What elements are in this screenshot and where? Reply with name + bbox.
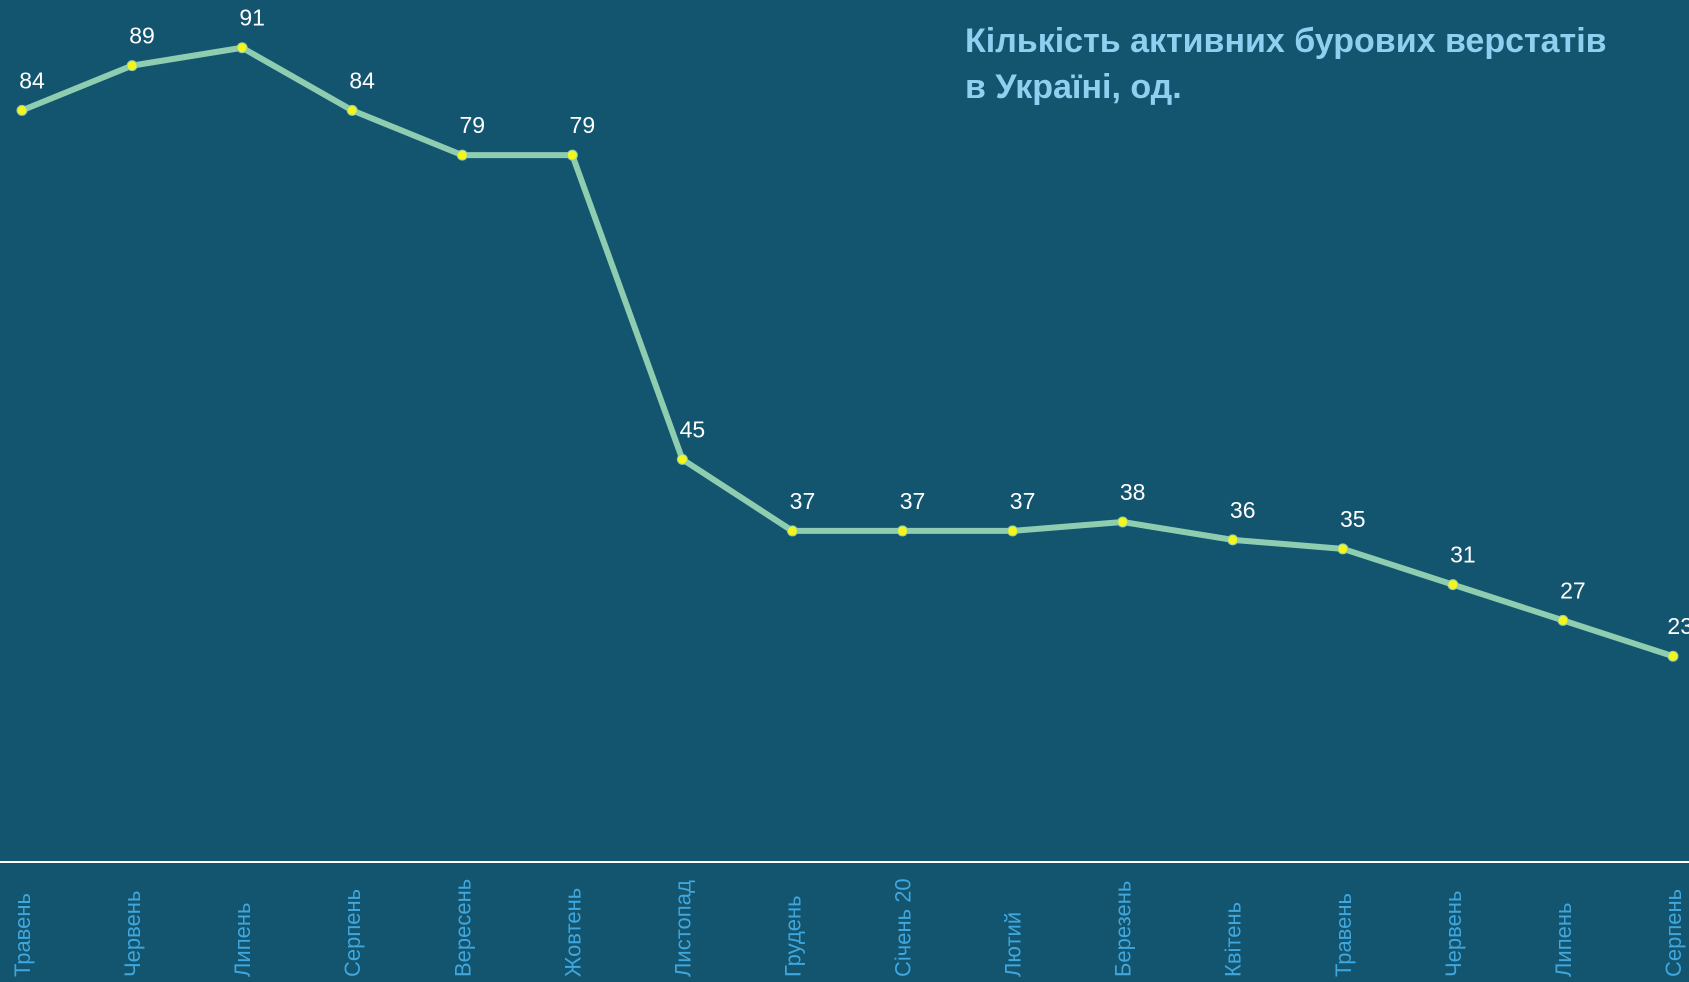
value-label: 89 [129,23,155,49]
marker [456,149,468,161]
x-tick-label: Червень [120,891,145,977]
x-tick-label: Жовтень [560,888,585,977]
value-label: 37 [790,488,816,514]
marker [1447,579,1459,591]
x-tick-label: Червень [1441,891,1466,977]
line [20,44,1674,660]
value-label: 91 [239,5,265,31]
marker [897,525,909,537]
value-label: 36 [1230,497,1256,523]
x-tick-label: Листопад [670,880,695,977]
value-label: 35 [1340,506,1366,532]
value-label: 38 [1120,479,1146,505]
marker [1227,534,1239,546]
value-label: 31 [1450,542,1476,568]
marker [126,60,138,72]
marker [16,104,28,116]
x-tick-label: Серпень [340,889,365,977]
value-label: 79 [570,112,596,138]
x-tick-label: Січень 20 [891,878,916,977]
value-label: 84 [349,67,375,93]
marker [786,525,798,537]
x-tick-label: Серпень [1661,889,1686,977]
x-tick-label: Лютий [1001,912,1026,977]
x-tick-label: Липень [230,903,255,978]
x-tick-label: Грудень [780,895,805,977]
marker [1667,650,1679,662]
value-label: 79 [459,112,485,138]
x-tick-label: Травень [1331,893,1356,977]
marker [1117,516,1129,528]
value-label: 27 [1560,577,1586,603]
x-tick-label: Травень [10,893,35,977]
marker [676,453,688,465]
value-label: 37 [1010,488,1036,514]
value-label: 23 [1667,613,1689,639]
x-tick-label: Вересень [450,879,475,977]
chart-title: Кількість активних бурових верстатів в У… [965,22,1607,106]
x-tick-label: Липень [1551,903,1576,978]
marker [1557,614,1569,626]
marker [346,104,358,116]
marker [1337,543,1349,555]
x-tick-label: Березень [1111,881,1136,977]
x-tick-label: Квітень [1221,902,1246,977]
marker [1007,525,1019,537]
marker [236,42,248,54]
value-label: 45 [680,416,706,442]
value-label: 84 [19,67,45,93]
value-label: 37 [900,488,926,514]
marker [566,149,578,161]
